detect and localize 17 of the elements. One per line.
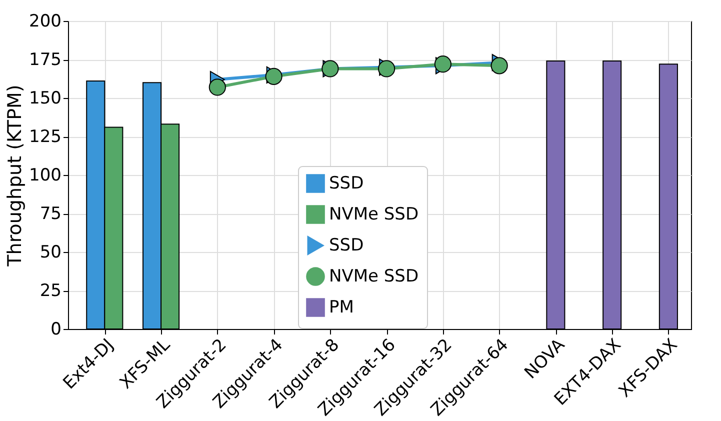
legend-label: SSD bbox=[329, 174, 364, 194]
y-axis-title: Throughput (KTPM) bbox=[4, 84, 26, 268]
point bbox=[490, 57, 508, 74]
y-tick-label: 0 bbox=[50, 320, 62, 340]
y-tick-label: 25 bbox=[40, 281, 62, 301]
y-tick-label: 50 bbox=[40, 242, 62, 262]
y-tick-label: 200 bbox=[29, 12, 62, 32]
point bbox=[208, 78, 226, 96]
y-tick-label: 125 bbox=[29, 127, 62, 147]
y-tick-label: 100 bbox=[29, 166, 62, 186]
legend-label: NVMe SSD bbox=[329, 204, 419, 224]
legend-label: NVMe SSD bbox=[329, 266, 419, 286]
legend-label: PM bbox=[329, 298, 354, 318]
legend-label: SSD bbox=[329, 236, 364, 256]
y-tick-label: 175 bbox=[29, 50, 62, 70]
y-tick-label: 75 bbox=[40, 204, 62, 224]
y-tick-label: 150 bbox=[29, 88, 62, 108]
